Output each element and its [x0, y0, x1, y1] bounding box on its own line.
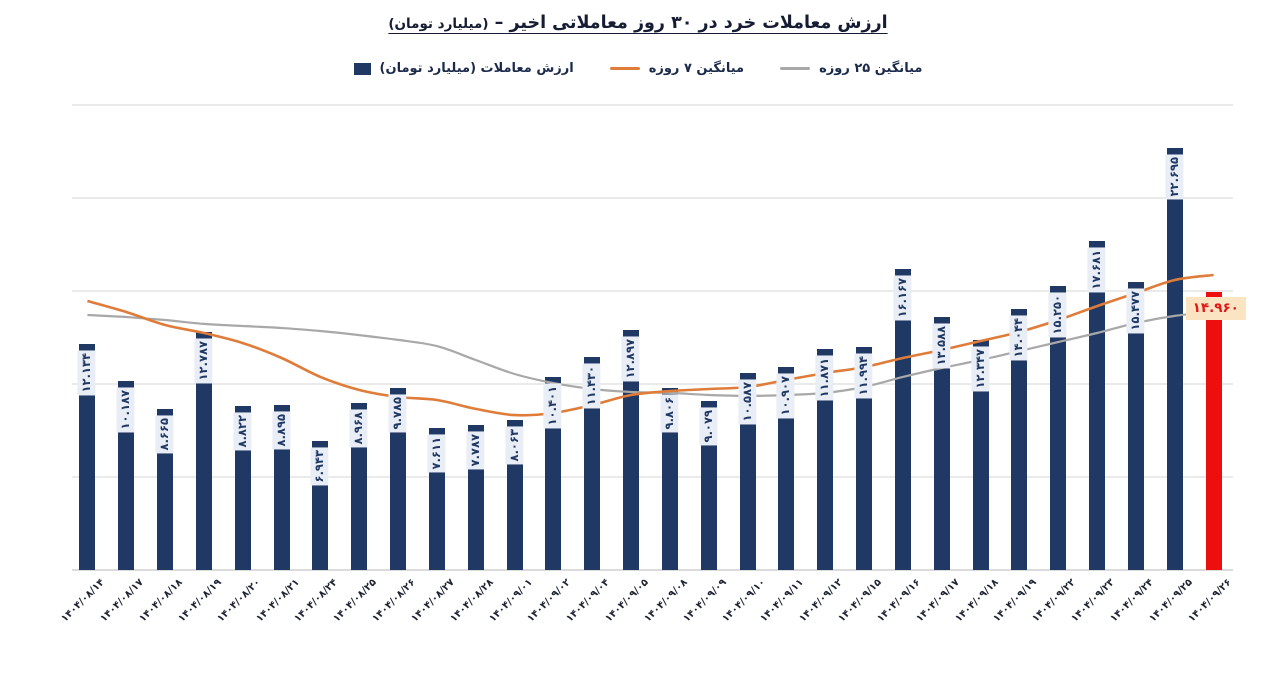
bar — [1050, 286, 1067, 570]
bar-value-label: ۱۱.۹۹۴ — [854, 352, 873, 399]
ma7-line-swatch-icon — [609, 67, 640, 70]
bar-value-label: ۷.۶۱۱ — [426, 434, 446, 473]
bar-value-label: ۸.۰۶۳ — [504, 426, 523, 465]
bar-value-label: ۹.۰۷۹ — [698, 407, 718, 446]
chart-title-main: ارزش معاملات خرد در ۳۰ روز معاملاتی اخیر… — [494, 13, 888, 33]
highlight-value-label: ۱۴.۹۶۰ — [1185, 296, 1246, 321]
bar — [584, 357, 601, 570]
bar — [390, 388, 407, 570]
bar-value-label: ۸.۸۲۲ — [232, 411, 252, 451]
bar-value-label: ۱۵.۲۵۰ — [1048, 292, 1067, 338]
bar-value-label: ۱۲.۱۳۴ — [77, 350, 96, 396]
bar-value-label: ۹.۷۸۵ — [388, 394, 407, 433]
bar-value-label: ۱۵.۴۷۷ — [1125, 288, 1145, 334]
bar — [894, 269, 911, 570]
bar-series-swatch-icon — [353, 62, 371, 75]
legend-item-trade-value: ارزش معاملات (میلیارد تومان) — [353, 61, 574, 76]
legend-label-trade-value: ارزش معاملات (میلیارد تومان) — [379, 61, 574, 76]
legend-item-ma7: میانگین ۷ روزه — [609, 61, 745, 76]
bar — [195, 332, 212, 570]
bar — [933, 317, 950, 570]
bar — [79, 344, 96, 570]
bar-highlighted — [1205, 291, 1222, 570]
legend-label-ma25: میانگین ۲۵ روزه — [819, 61, 923, 76]
bar-value-label: ۱۲.۸۹۷ — [621, 336, 640, 382]
legend: ارزش معاملات (میلیارد تومان) میانگین ۷ ر… — [0, 61, 1276, 76]
bar-value-label: ۸.۶۶۵ — [155, 414, 174, 454]
bar-value-label: ۱۰.۵۸۷ — [737, 379, 756, 425]
chart-title: ارزش معاملات خرد در ۳۰ روز معاملاتی اخیر… — [0, 13, 1276, 33]
bar-value-label: ۸.۹۶۸ — [349, 409, 368, 448]
bar — [1166, 147, 1183, 570]
bar-value-label: ۱۷.۶۸۱ — [1087, 247, 1106, 293]
bar-value-label: ۹.۸۰۶ — [659, 393, 679, 433]
bar-value-label: ۱۰.۹۰۷ — [776, 373, 795, 419]
bar-value-label: ۱۱.۴۳۰ — [582, 363, 601, 409]
bar-value-label: ۸.۸۹۵ — [271, 410, 290, 450]
bar — [1127, 282, 1144, 570]
bar-value-label: ۶.۹۴۳ — [310, 446, 329, 486]
bar — [1011, 308, 1028, 570]
bar-value-label: ۷.۷۸۷ — [465, 431, 485, 470]
bar — [1089, 241, 1106, 570]
bar-value-label: ۱۳.۵۸۸ — [931, 323, 951, 369]
bar-value-label: ۲۲.۶۹۵ — [1164, 153, 1184, 200]
bar — [856, 346, 873, 570]
bar-value-label: ۱۲.۳۴۷ — [970, 346, 989, 392]
bar — [661, 387, 678, 570]
legend-item-ma25: میانگین ۲۵ روزه — [780, 61, 922, 76]
chart-title-unit: (میلیارد تومان) — [388, 16, 489, 32]
bar-value-label: ۱۰.۱۸۷ — [116, 386, 135, 432]
bar-value-label: ۱۱.۸۷۱ — [815, 355, 834, 401]
bar-value-label: ۱۲.۷۸۷ — [193, 338, 213, 384]
legend-label-ma7: میانگین ۷ روزه — [648, 61, 745, 76]
bar-value-label: ۱۴.۰۴۴ — [1009, 314, 1028, 361]
bar-value-label: ۱۰.۴۰۱ — [543, 382, 562, 428]
bar — [623, 330, 640, 570]
bar-value-label: ۱۶.۱۶۷ — [892, 275, 912, 321]
bar — [817, 349, 834, 570]
ma25-line-swatch-icon — [780, 67, 811, 70]
bar — [972, 340, 989, 570]
